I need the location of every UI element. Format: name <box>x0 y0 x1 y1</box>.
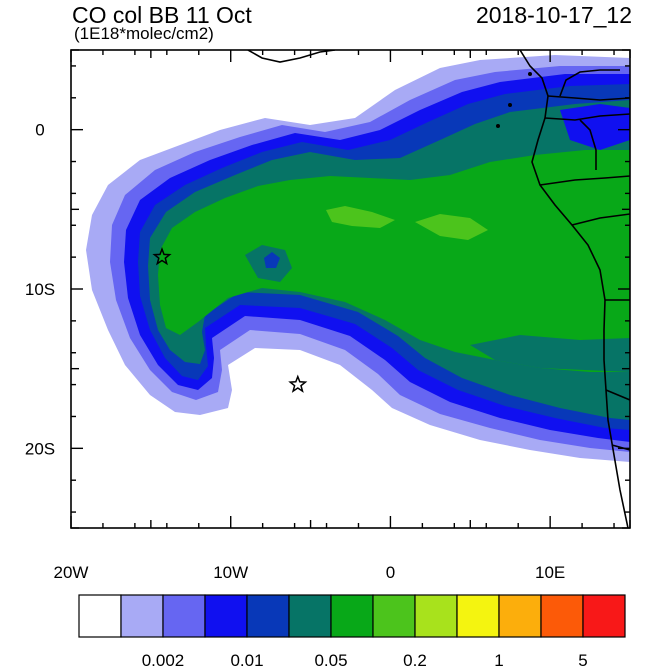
colorbar-swatch <box>330 594 374 638</box>
plume-patch-lightgreen-2 <box>415 214 488 240</box>
colorbar-swatch <box>372 594 416 638</box>
colorbar-swatch <box>456 594 500 638</box>
lat-tick-label: 20S <box>25 439 55 458</box>
plume-band-6 <box>158 150 630 372</box>
axis-tick-labels: 20W 10W 0 10E 0 10S 20S <box>25 121 565 582</box>
co-plume <box>86 55 630 462</box>
lon-tick-label: 10W <box>213 563 248 582</box>
colorbar-label: 1 <box>494 651 503 667</box>
star-marker-2 <box>288 374 308 393</box>
units-label: (1E18*molec/cm2) <box>74 24 214 43</box>
colorbar-label: 0.2 <box>403 651 427 667</box>
axis-ticks <box>70 49 631 529</box>
colorbar: 0.002 0.01 0.05 0.2 1 5 <box>78 594 626 667</box>
lon-tick-label: 10E <box>535 563 565 582</box>
colorbar-label: 0.002 <box>142 651 185 667</box>
colorbar-swatch <box>540 594 584 638</box>
colorbar-label: 0.05 <box>314 651 347 667</box>
colorbar-swatch <box>204 594 248 638</box>
plume-patch-teal-2 <box>470 335 630 372</box>
colorbar-swatch <box>582 594 626 638</box>
colorbar-swatch <box>414 594 458 638</box>
colorbar-swatch <box>120 594 164 638</box>
colorbar-swatch <box>288 594 332 638</box>
lat-tick-label: 10S <box>25 280 55 299</box>
plume-patch-blue <box>264 252 280 268</box>
colorbar-swatch <box>78 594 122 638</box>
markers <box>152 246 308 393</box>
lon-tick-label: 20W <box>54 563 89 582</box>
colorbar-swatch <box>498 594 542 638</box>
colorbar-swatch <box>246 594 290 638</box>
plume-patch-lightgreen-1 <box>326 206 395 228</box>
colorbar-label: 5 <box>578 651 587 667</box>
lon-tick-label: 0 <box>386 563 395 582</box>
colorbar-swatch <box>162 594 206 638</box>
lat-tick-label: 0 <box>35 121 44 140</box>
star-marker-1 <box>152 246 172 266</box>
datetime-label: 2018-10-17_12 <box>475 2 632 28</box>
coastlines <box>247 50 630 528</box>
map-title: CO col BB 11 Oct <box>72 2 252 28</box>
colorbar-label: 0.01 <box>230 651 263 667</box>
